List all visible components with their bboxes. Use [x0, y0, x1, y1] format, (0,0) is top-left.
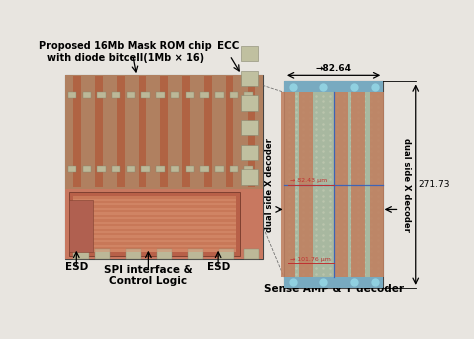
- Bar: [73, 236, 236, 238]
- Bar: [138, 76, 146, 187]
- Bar: [284, 81, 383, 92]
- Bar: [219, 248, 235, 259]
- Bar: [68, 92, 76, 98]
- Bar: [215, 92, 224, 98]
- Text: 271.73: 271.73: [418, 180, 449, 189]
- Bar: [112, 166, 120, 172]
- Bar: [65, 188, 263, 259]
- Bar: [141, 166, 150, 172]
- Bar: [73, 231, 236, 233]
- Text: →82.64: →82.64: [316, 64, 352, 73]
- Bar: [215, 166, 224, 172]
- Bar: [241, 95, 258, 111]
- Text: ESD: ESD: [207, 262, 230, 272]
- Bar: [73, 217, 236, 219]
- Bar: [95, 76, 103, 187]
- Text: → 82.43 μm: → 82.43 μm: [290, 178, 328, 183]
- Bar: [127, 92, 135, 98]
- Bar: [112, 92, 120, 98]
- Bar: [156, 166, 164, 172]
- Text: dual side X decoder: dual side X decoder: [265, 138, 274, 232]
- Bar: [68, 166, 76, 172]
- Bar: [95, 248, 110, 259]
- Bar: [334, 92, 347, 277]
- Bar: [241, 145, 258, 160]
- Text: → 101.76 μm: → 101.76 μm: [290, 257, 331, 262]
- Bar: [73, 208, 236, 210]
- Bar: [188, 248, 203, 259]
- Bar: [127, 166, 135, 172]
- Bar: [171, 166, 179, 172]
- Text: Proposed 16Mb Mask ROM chip
with diode bitcell(1Mb × 16): Proposed 16Mb Mask ROM chip with diode b…: [39, 41, 211, 63]
- Bar: [171, 92, 179, 98]
- Bar: [281, 92, 295, 277]
- Bar: [73, 213, 236, 215]
- Bar: [156, 92, 164, 98]
- Bar: [157, 248, 173, 259]
- Bar: [182, 76, 190, 187]
- Bar: [230, 166, 238, 172]
- Bar: [73, 248, 89, 259]
- Bar: [201, 92, 209, 98]
- Bar: [126, 248, 141, 259]
- Bar: [73, 250, 236, 252]
- Bar: [73, 222, 236, 224]
- Bar: [73, 245, 236, 247]
- Bar: [73, 203, 236, 205]
- Bar: [284, 81, 383, 288]
- Bar: [73, 226, 236, 228]
- Bar: [351, 92, 365, 277]
- Bar: [141, 92, 150, 98]
- Bar: [284, 277, 383, 288]
- Bar: [201, 166, 209, 172]
- Bar: [244, 248, 259, 259]
- Bar: [82, 92, 91, 98]
- Bar: [97, 92, 106, 98]
- Bar: [82, 166, 91, 172]
- Bar: [241, 71, 258, 86]
- Text: ESD: ESD: [64, 262, 88, 272]
- Bar: [73, 199, 236, 201]
- Bar: [69, 200, 92, 252]
- Bar: [186, 92, 194, 98]
- Bar: [245, 92, 253, 98]
- Text: Sense AMP & Y decoder: Sense AMP & Y decoder: [264, 284, 403, 294]
- Bar: [73, 76, 81, 187]
- Bar: [241, 120, 258, 135]
- Bar: [69, 192, 240, 256]
- Bar: [299, 92, 313, 277]
- Bar: [73, 196, 236, 252]
- Bar: [65, 75, 263, 259]
- Bar: [65, 75, 263, 188]
- Bar: [241, 169, 258, 185]
- Bar: [245, 166, 253, 172]
- Bar: [97, 166, 106, 172]
- Bar: [230, 92, 238, 98]
- Bar: [117, 76, 125, 187]
- Bar: [204, 76, 212, 187]
- Bar: [247, 76, 255, 187]
- Bar: [73, 240, 236, 242]
- Bar: [186, 166, 194, 172]
- Text: dual side X decoder: dual side X decoder: [402, 138, 411, 232]
- Bar: [226, 76, 234, 187]
- Text: SPI interface &
Control Logic: SPI interface & Control Logic: [104, 265, 193, 286]
- Bar: [160, 76, 168, 187]
- Bar: [370, 92, 384, 277]
- Bar: [241, 46, 258, 61]
- Text: ECC: ECC: [217, 41, 239, 52]
